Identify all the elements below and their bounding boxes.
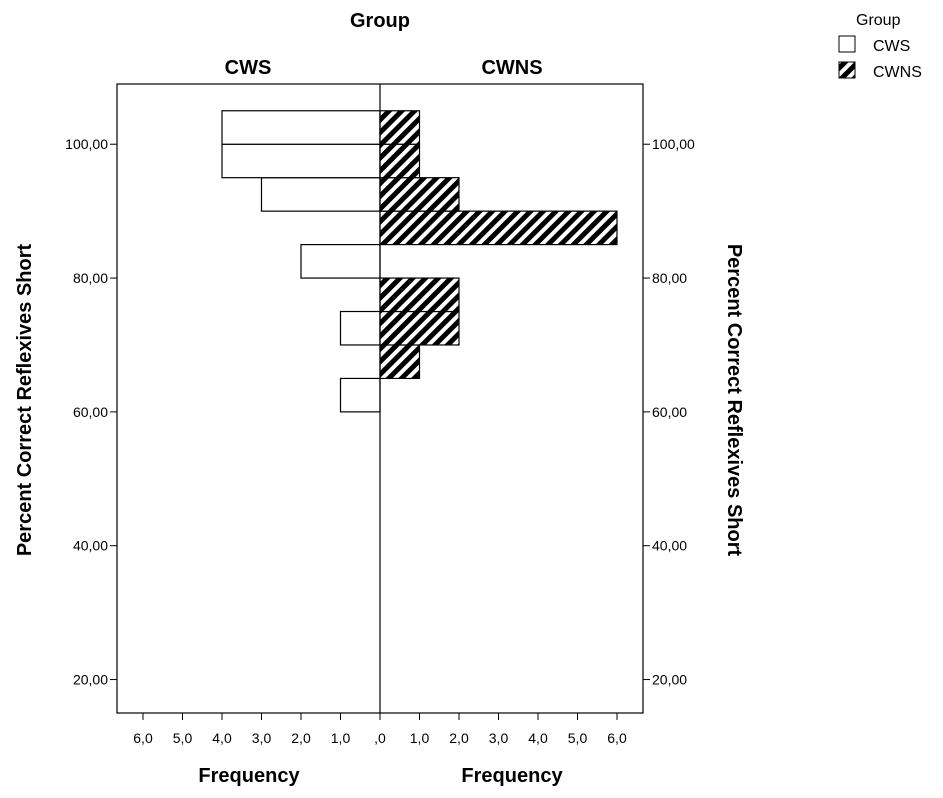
x-tick-label-cws-6: ,0 [374, 730, 386, 746]
x-tick-label-cws-4: 2,0 [291, 730, 311, 746]
bar-cws-80-85 [300, 243, 381, 279]
x-tick-label-cwns-3: 3,0 [489, 730, 509, 746]
legend: Group CWS CWNS [838, 12, 922, 81]
panel-title-cwns: CWNS [481, 57, 542, 79]
bar-cwns-85-90 [379, 210, 618, 246]
x-tick-label-cws-0: 6,0 [133, 730, 153, 746]
chart-title: Group [350, 10, 410, 32]
x-tick-label-cwns-6: 6,0 [607, 730, 627, 746]
legend-label-cws: CWS [873, 38, 910, 55]
bar-cws-90-95 [260, 177, 381, 212]
x-tick-label-cws-2: 4,0 [212, 730, 232, 746]
y-tick-label-right-60: 60,00 [652, 404, 687, 420]
legend-label-cwns: CWNS [873, 64, 922, 81]
plot-area: 20,00 20,00 40,00 40,00 60,00 60,00 80,00 80,00… [65, 83, 695, 746]
y-tick-label-right-20: 20,00 [652, 672, 687, 688]
y-tick-label-left-20: 20,00 [73, 672, 108, 688]
y-tick-label-left-40: 40,00 [73, 538, 108, 554]
x-tick-label-cwns-4: 4,0 [528, 730, 548, 746]
x-tick-label-cws-3: 3,0 [252, 730, 272, 746]
y-tick-label-right-100: 100,00 [652, 136, 695, 152]
x-tick-label-cws-5: 1,0 [331, 730, 351, 746]
bar-cws-60-65 [339, 377, 381, 413]
legend-title: Group [856, 12, 901, 29]
x-tick-label-cws-1: 5,0 [173, 730, 193, 746]
bar-cwns-75-80 [379, 277, 460, 313]
y-tick-label-right-40: 40,00 [652, 538, 687, 554]
x-tick-label-cwns-1: 1,0 [410, 730, 430, 746]
y-tick-label-left-60: 60,00 [73, 404, 108, 420]
y-tick-label-right-80: 80,00 [652, 270, 687, 286]
y-axis-label-left: Percent Correct Reflexives Short [14, 243, 36, 556]
x-tick-label-cwns-2: 2,0 [449, 730, 469, 746]
bar-cwns-70-75 [379, 310, 460, 346]
x-axis-label-cwns: Frequency [461, 765, 563, 787]
bar-cwns-100-105 [379, 110, 421, 145]
legend-swatch-cws [838, 35, 856, 53]
y-tick-label-left-80: 80,00 [73, 270, 108, 286]
bar-cws-70-75 [339, 310, 381, 346]
y-axis-label-right: Percent Correct Reflexives Short [723, 244, 745, 557]
bar-cwns-90-95 [379, 177, 460, 212]
bar-cwns-95-100 [379, 143, 421, 179]
bar-cws-95-100 [221, 143, 381, 179]
bar-cwns-65-70 [379, 344, 421, 380]
y-tick-label-left-100: 100,00 [65, 136, 108, 152]
bar-cws-100-105 [221, 110, 381, 145]
x-axis-label-cws: Frequency [198, 765, 300, 787]
panel-title-cws: CWS [225, 57, 272, 79]
legend-swatch-cwns [838, 61, 856, 79]
x-tick-label-cwns-5: 5,0 [568, 730, 588, 746]
